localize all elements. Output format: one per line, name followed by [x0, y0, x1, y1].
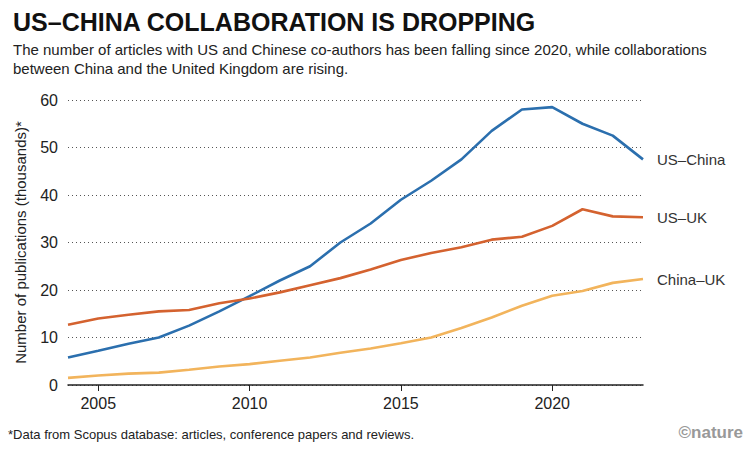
svg-text:60: 60 [40, 92, 58, 109]
svg-text:2010: 2010 [232, 395, 268, 412]
svg-text:between China and the United K: between China and the United Kingdom are… [13, 60, 348, 77]
svg-text:20: 20 [40, 282, 58, 299]
svg-text:10: 10 [40, 329, 58, 346]
svg-text:US–CHINA COLLABORATION IS DROP: US–CHINA COLLABORATION IS DROPPING [13, 8, 535, 36]
svg-text:40: 40 [40, 187, 58, 204]
svg-text:0: 0 [49, 377, 58, 394]
svg-text:US–China: US–China [657, 151, 726, 168]
svg-text:China–UK: China–UK [657, 271, 725, 288]
svg-text:50: 50 [40, 139, 58, 156]
svg-text:2005: 2005 [80, 395, 116, 412]
svg-text:2020: 2020 [534, 395, 570, 412]
svg-text:*Data from Scopus database: ar: *Data from Scopus database: articles, co… [8, 427, 414, 442]
svg-text:©nature: ©nature [679, 423, 743, 442]
svg-text:30: 30 [40, 234, 58, 251]
svg-text:US–UK: US–UK [657, 209, 707, 226]
svg-text:Number of publications (thousa: Number of publications (thousands)* [12, 121, 29, 364]
svg-text:The number of articles with US: The number of articles with US and Chine… [13, 41, 711, 58]
svg-text:2015: 2015 [383, 395, 419, 412]
